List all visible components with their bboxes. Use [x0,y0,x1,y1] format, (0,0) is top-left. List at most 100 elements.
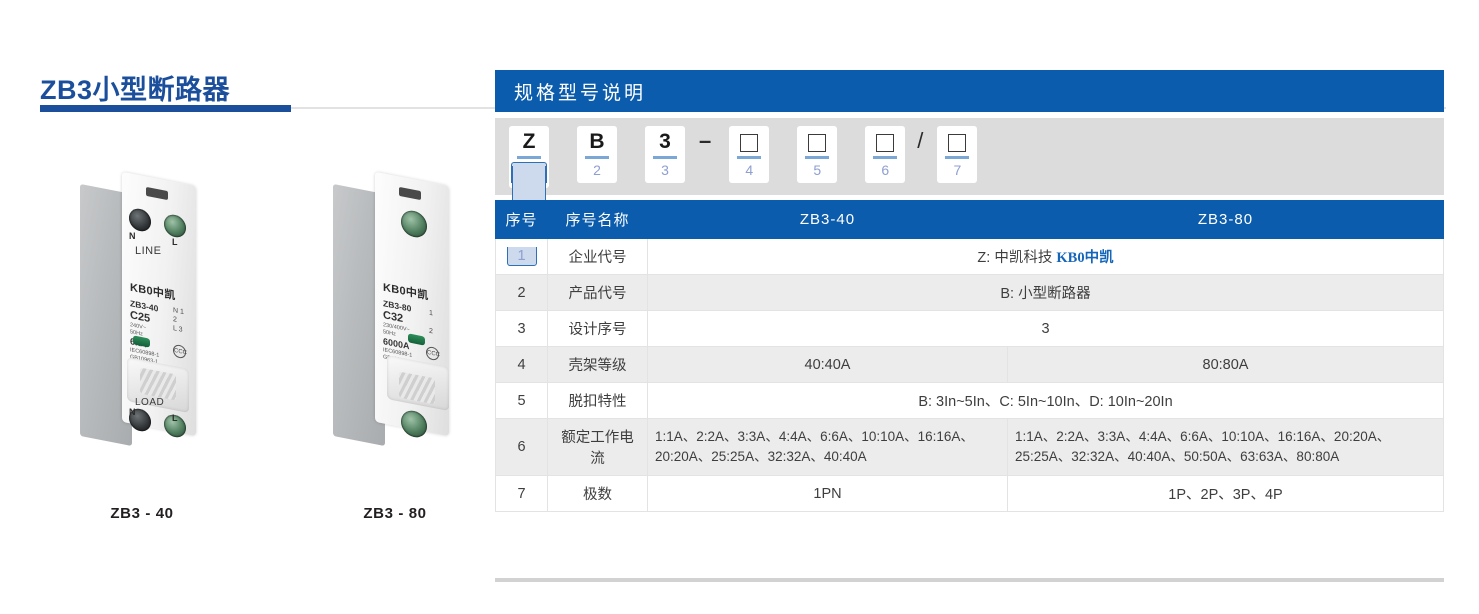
model-code-index-wrap: 5 [797,162,837,178]
table-head: 序号 序号名称 ZB3-40 ZB3-80 [495,200,1444,239]
line-text: LINE [135,245,162,257]
terminal-label-top-left: N [129,231,136,241]
model-code-index: 7 [953,161,962,178]
breaker-illustration: N L LINE KB0中凯 ZB3-40 C25 240V~ 50Hz 6kA… [72,171,222,450]
model-code-index: 4 [745,161,754,178]
model-code-index-wrap: 4 [729,162,769,178]
model-code-underline [945,156,970,159]
cell-index: 1 [495,238,548,275]
wiring-diagram-mark: N 1 2 L 3 [173,306,184,334]
table-header-row: 序号 序号名称 ZB3-40 ZB3-80 [495,200,1444,239]
column-header-no: 序号 [495,200,548,239]
cell-value-shared: B: 小型断路器 [647,274,1444,311]
model-code-glyph: Z [522,130,536,153]
cell-value-shared: B: 3In~5In、C: 5In~10In、D: 10In~20In [647,382,1444,419]
cell-value-shared: Z: 中凯科技 KB0中凯 [647,238,1444,275]
empty-box-icon [937,130,977,154]
terminal-label-bottom-left: N [129,407,136,417]
cell-name: 企业代号 [547,238,648,275]
spec-block: ZB3-40 C25 240V~ 50Hz 6kA IEC60898-1 GB1… [130,298,159,367]
section-header-bar: 规格型号说明 [495,70,1444,112]
table-row: 6 额定工作电流 1:1A、2:2A、3:3A、4:4A、6:6A、10:10A、1… [495,418,1444,476]
table-row: 3 设计序号 3 [495,310,1444,347]
model-code-underline [517,156,541,159]
product-caption-zb3-40: ZB3 - 40 [110,505,174,522]
model-code-glyph: B [589,130,605,153]
terminal-label-bottom-right: L [172,413,178,423]
model-code-row: Z1B233–456/7 [509,126,1005,188]
cell-name: 脱扣特性 [547,382,648,419]
model-code-index-wrap: 2 [577,162,617,178]
model-code-card-5[interactable]: 5 [797,126,838,183]
model-code-card-4[interactable]: 4 [729,126,770,183]
product-caption-zb3-80: ZB3 - 80 [363,505,427,522]
cell-value-zb3-80: 1:1A、2:2A、3:3A、4:4A、6:6A、10:10A、16:16A、2… [1007,418,1444,476]
brand-logo-text: KB0中凯 [1056,250,1114,266]
cell-name: 极数 [547,475,648,512]
table-bottom-rule [495,578,1444,582]
specification-table: 序号 序号名称 ZB3-40 ZB3-80 1 企业代号 Z: 中凯科技 KB0中凯… [495,200,1444,512]
cell-value-text: Z: 中凯科技 [977,250,1057,266]
cell-value-zb3-40: 40:40A [647,346,1008,383]
page-title: ZB3小型断路器 [40,75,231,105]
model-code-index: 3 [661,161,669,178]
table-row: 7 极数 1PN 1P、2P、3P、4P [495,475,1444,512]
model-code-underline [737,156,762,159]
terminal-label-top-right: L [172,237,178,247]
product-photo-zb3-40: N L LINE KB0中凯 ZB3-40 C25 240V~ 50Hz 6kA… [72,171,222,450]
table-body: 1 企业代号 Z: 中凯科技 KB0中凯 2 产品代号 B: 小型断路器 3 设计序号 3 4 壳架… [495,238,1444,512]
cell-index: 2 [495,274,548,311]
product-photo-zb3-80: KB0中凯 ZB3-80 C32 230/400V~ 50Hz 6000A IE… [325,171,475,450]
model-code-dash: – [699,128,712,153]
table-row: 4 壳架等级 40:40A 80:80A [495,346,1444,383]
cell-index: 6 [495,418,548,476]
column-header-zb3-40: ZB3-40 [647,200,1008,239]
column-header-name: 序号名称 [547,200,648,239]
cell-index: 3 [495,310,548,347]
cell-name: 产品代号 [547,274,648,311]
model-code-index-wrap: 7 [937,162,977,178]
section-heading: 规格型号说明 [514,82,647,104]
model-code-glyph: 3 [659,130,671,153]
table-row: 1 企业代号 Z: 中凯科技 KB0中凯 [495,238,1444,275]
model-code-index-wrap: 6 [865,162,905,178]
cell-index: 5 [495,382,548,419]
load-text: LOAD [135,397,165,408]
model-code-index: 5 [813,161,822,178]
breaker-illustration: KB0中凯 ZB3-80 C32 230/400V~ 50Hz 6000A IE… [325,171,475,450]
model-code-card-6[interactable]: 6 [865,126,906,183]
model-code-card-7[interactable]: 7 [937,126,978,183]
model-code-index: 6 [881,161,890,178]
model-code-index: 2 [593,161,601,178]
cell-value-zb3-80: 1P、2P、3P、4P [1007,475,1444,512]
column-header-zb3-80: ZB3-80 [1007,200,1444,239]
cell-name: 设计序号 [547,310,648,347]
table-row: 5 脱扣特性 B: 3In~5In、C: 5In~10In、D: 10In~20In [495,382,1444,419]
cell-value-zb3-80: 80:80A [1007,346,1444,383]
cell-name: 壳架等级 [547,346,648,383]
model-code-underline [585,156,609,159]
cell-value-shared: 3 [647,310,1444,347]
cell-name: 额定工作电流 [547,418,648,476]
empty-box-icon [729,130,769,154]
model-code-underline [653,156,677,159]
model-code-strip: Z1B233–456/7 [495,118,1444,195]
wiring-diagram-mark: 1 2 [429,309,433,336]
product-image-panel: ZB3小型断路器 N L LINE KB0中凯 ZB3-40 C25 240V~… [0,0,490,614]
model-code-underline [805,156,830,159]
empty-box-icon [797,130,837,154]
cell-index: 4 [495,346,548,383]
table-row: 2 产品代号 B: 小型断路器 [495,274,1444,311]
title-underline-accent [40,105,291,112]
cell-value-zb3-40: 1:1A、2:2A、3:3A、4:4A、6:6A、10:10A、16:16A、2… [647,418,1008,476]
model-code-slash: / [917,128,924,153]
empty-box-icon [865,130,905,154]
cell-index: 7 [495,475,548,512]
cell-value-zb3-40: 1PN [647,475,1008,512]
model-code-index-wrap: 3 [645,162,685,178]
active-index-highlight: 1 [506,247,537,266]
model-code-underline [873,156,898,159]
